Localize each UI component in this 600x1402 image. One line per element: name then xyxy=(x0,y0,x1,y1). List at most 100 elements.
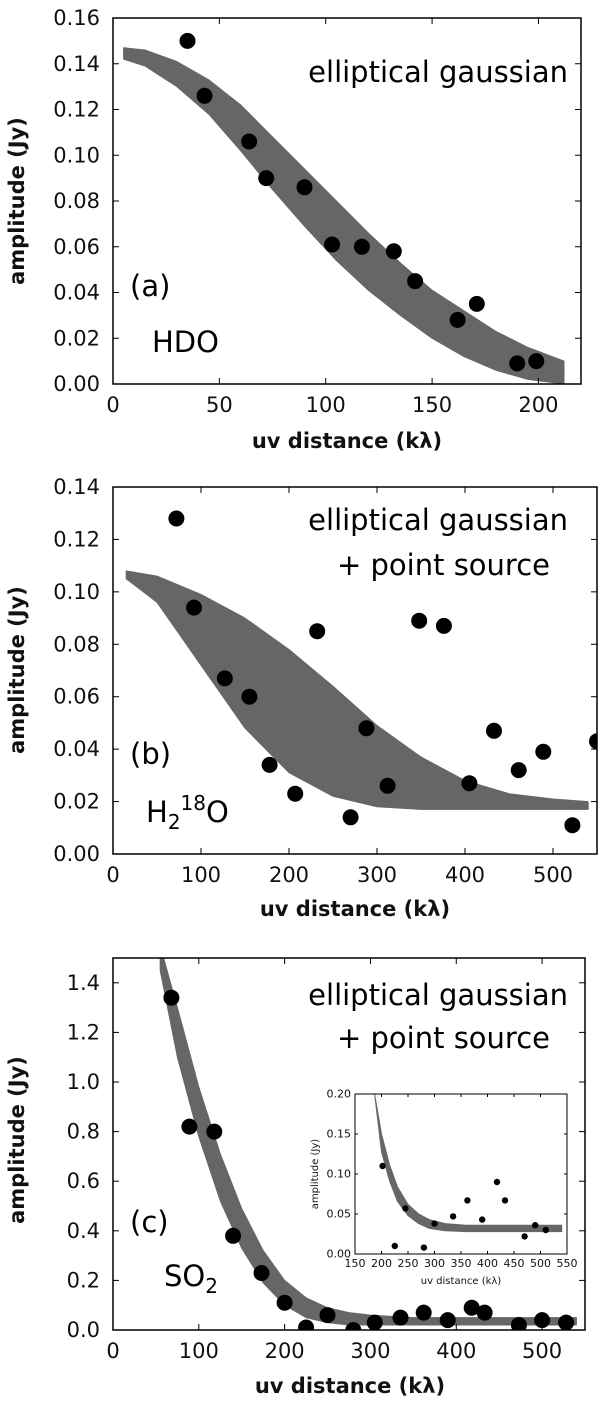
panel-c-x-tick-label: 200 xyxy=(265,1339,305,1363)
panel-c-so2: 0 100 200 300 400 500 0.0 0.2 0.4 0.6 0.8 1.0 1.2 1.4… xyxy=(5,957,586,1398)
panel-c-data-point xyxy=(206,1123,223,1140)
panel-c-data-point xyxy=(225,1227,242,1244)
panel-b-y-tick-label: 0.14 xyxy=(53,475,100,499)
panel-c-y-tick-label: 0.6 xyxy=(67,1169,100,1193)
panel-b-data-point xyxy=(186,599,202,616)
inset-data-point xyxy=(402,1205,409,1212)
panel-b-panel-label: (b) xyxy=(130,737,171,771)
inset-data-point xyxy=(493,1178,501,1186)
panel-b-species-label: H218O xyxy=(146,791,229,834)
inset-model-band xyxy=(374,1094,563,1233)
panel-c-species-subscript: 2 xyxy=(205,1274,218,1298)
panel-a-x-tick-label: 100 xyxy=(306,393,346,417)
inset-x-tick-label: 500 xyxy=(530,1257,551,1270)
panel-a-x-tick-label: 150 xyxy=(412,393,452,417)
panel-a-y-tick-label: 0.14 xyxy=(53,52,100,76)
panel-c-data-point xyxy=(319,1307,336,1324)
panel-c-x-tick-label: 400 xyxy=(436,1339,476,1363)
panel-c-species-label: SO2 xyxy=(164,1259,218,1298)
panel-b-x-tick-label: 300 xyxy=(357,863,397,887)
panel-b-data-point xyxy=(241,688,258,705)
panel-b-x-tick-label: 200 xyxy=(269,863,309,887)
panel-c-data-point xyxy=(534,1312,551,1329)
panel-c-data-point xyxy=(415,1304,432,1321)
panel-b-data-point xyxy=(589,733,597,750)
panel-c-x-tick-label: 0 xyxy=(106,1339,119,1363)
inset-x-tick-label: 550 xyxy=(557,1257,578,1270)
panel-c-axes-frame xyxy=(112,957,586,1331)
panel-c-y-tick-label: 1.2 xyxy=(67,1020,100,1044)
inset-x-tick-label: 300 xyxy=(424,1257,445,1270)
panel-b-data-point xyxy=(435,617,452,634)
panel-a-y-tick-label: 0.04 xyxy=(53,281,100,305)
panel-a-data-point xyxy=(296,179,313,196)
panel-a-y-tick-label: 0.12 xyxy=(53,98,100,122)
panel-c-x-tick-label: 500 xyxy=(522,1339,562,1363)
panel-c-data-point xyxy=(463,1299,480,1316)
panel-c-data-point xyxy=(558,1314,575,1330)
panel-b-data-point xyxy=(342,809,359,826)
panel-c-y-tick-label: 0.0 xyxy=(67,1318,100,1342)
panel-b-y-tick-label: 0.00 xyxy=(53,842,100,866)
panel-b-data-point xyxy=(535,743,552,760)
inset-data-point xyxy=(542,1226,549,1234)
panel-c-model-label-1: elliptical gaussian xyxy=(308,978,568,1012)
inset-y-tick-label: 0.00 xyxy=(327,1248,352,1261)
panel-a-y-tick-label: 0.02 xyxy=(53,326,100,350)
panel-a-y-tick-label: 0.16 xyxy=(53,6,100,30)
panel-b-model-label-2: + point source xyxy=(337,548,550,582)
inset-y-tick-label: 0.15 xyxy=(327,1128,352,1141)
inset-data-point xyxy=(532,1222,539,1229)
panel-c-model-label-2: + point source xyxy=(337,1021,550,1055)
panel-b-data-point xyxy=(168,510,185,527)
panel-c-y-tick-label: 1.4 xyxy=(67,971,100,995)
panel-a-data-point xyxy=(258,170,275,187)
panel-c-data-point xyxy=(439,1312,456,1329)
panel-c-data-point xyxy=(276,1294,293,1311)
panel-b-data-point xyxy=(379,777,396,794)
panel-a-y-tick-label: 0.00 xyxy=(53,372,100,396)
inset-x-tick-label: 250 xyxy=(398,1257,419,1270)
panel-a-hdo: 0 50 100 150 200 0.00 0.02 0.04 0.06 0.08 0.10 0.12… xyxy=(5,6,582,453)
inset-y-axis-label: amplitude (Jy) xyxy=(310,1139,321,1209)
panel-c-data-point xyxy=(253,1265,270,1281)
inset-x-tick-label: 200 xyxy=(371,1257,392,1270)
inset-x-tick-label: 150 xyxy=(345,1257,366,1270)
panel-c-data-point xyxy=(181,1118,198,1135)
inset-x-axis-label: uv distance (kλ) xyxy=(421,1276,502,1287)
panel-b-data-point xyxy=(411,612,428,629)
inset-data-point xyxy=(501,1197,509,1204)
panel-c-data-point xyxy=(366,1314,383,1330)
panel-c-panel-label: (c) xyxy=(130,1205,169,1239)
inset-y-tick-label: 0.10 xyxy=(327,1168,352,1181)
inset-y-tick-label: 0.05 xyxy=(327,1208,352,1221)
panel-b-x-tick-label: 500 xyxy=(533,863,573,887)
panel-c-x-tick-label: 100 xyxy=(179,1339,219,1363)
panel-b-data-point xyxy=(510,762,527,779)
inset-y-tick-label: 0.20 xyxy=(327,1088,352,1101)
inset-data-point xyxy=(420,1244,428,1251)
panel-b-data-point xyxy=(461,775,478,792)
panel-b-y-tick-label: 0.10 xyxy=(53,580,100,604)
panel-c-data-point xyxy=(163,989,180,1006)
panel-a-y-tick-label: 0.08 xyxy=(53,189,100,213)
panel-c-data-point xyxy=(476,1304,493,1321)
panel-c-inset: 150 200 250 300 350 400 450 500 550 0.00 0.05 0.10 0… xyxy=(310,1088,578,1288)
panel-b-axes-frame xyxy=(112,486,598,855)
panel-c-y-tick-label: 1.0 xyxy=(67,1070,100,1094)
panel-b-data-point xyxy=(486,722,502,739)
panel-b-data-point xyxy=(216,670,233,687)
panel-a-data-point xyxy=(324,236,341,253)
panel-a-data-point xyxy=(241,133,258,150)
inset-data-point xyxy=(521,1233,528,1240)
panel-b-data-point xyxy=(309,623,326,640)
panel-b-model-label-1: elliptical gaussian xyxy=(308,503,568,537)
panel-c-x-tick-label: 300 xyxy=(350,1339,390,1363)
panel-b-y-tick-label: 0.04 xyxy=(53,737,100,761)
panel-b-y-axis-label: amplitude (Jy) xyxy=(5,586,29,754)
panel-b-y-tick-label: 0.02 xyxy=(53,790,100,814)
panel-b-model-band xyxy=(125,570,589,810)
inset-data-point xyxy=(464,1197,471,1204)
panel-a-data-point xyxy=(407,273,424,290)
panel-a-x-tick-label: 200 xyxy=(518,393,558,417)
